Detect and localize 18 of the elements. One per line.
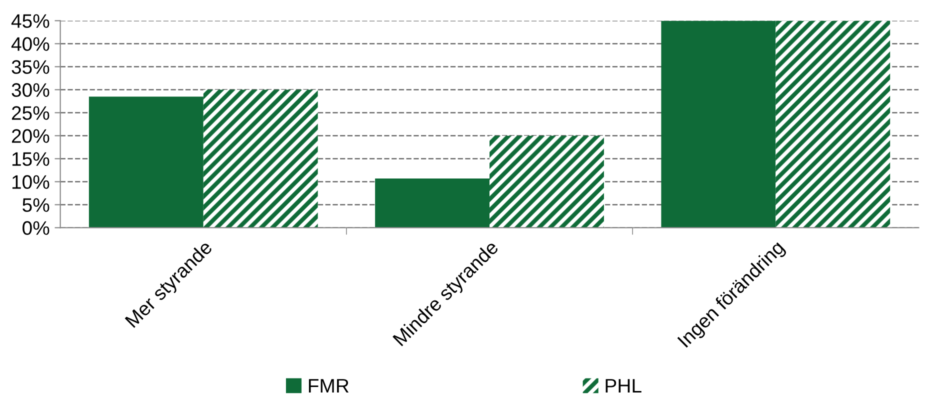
y-tick-label: 40% <box>11 37 50 51</box>
y-tick-label: 15% <box>12 152 50 166</box>
bar <box>490 136 604 228</box>
y-tick-label: 5% <box>22 198 50 212</box>
legend-label: FMR <box>308 379 349 392</box>
y-tick-label: 10% <box>12 175 50 189</box>
y-tick-label: 35% <box>12 60 50 74</box>
bar <box>776 20 890 228</box>
y-tick-label: 0% <box>22 221 50 235</box>
bar <box>203 90 318 228</box>
y-tick-label: 45% <box>11 14 50 28</box>
legend-label: PHL <box>606 379 642 392</box>
y-tick-label: 30% <box>12 83 50 97</box>
bar <box>88 96 204 228</box>
bar <box>375 178 490 228</box>
y-tick-label: 20% <box>12 129 50 143</box>
y-tick-label: 25% <box>12 106 50 120</box>
bar <box>661 20 776 228</box>
